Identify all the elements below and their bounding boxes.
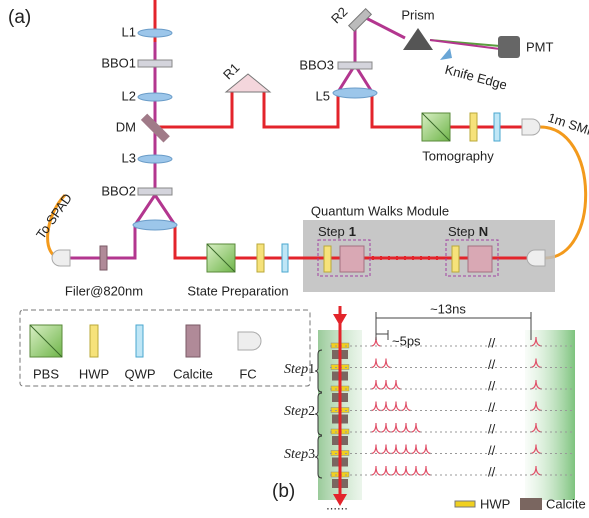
- decoration: //: [488, 400, 496, 415]
- figure: (a) L1 BBO1 L2 DM L3 BBO2 R1 R2 BBO3 L5 …: [0, 0, 589, 518]
- element-label: L3: [122, 150, 136, 165]
- step-label: Step2: [284, 404, 315, 419]
- element-label: Filer@820nm: [65, 283, 143, 298]
- legend-label: PBS: [33, 366, 59, 381]
- element-label: State Preparation: [187, 283, 288, 298]
- element-label: To SPAD: [33, 191, 75, 242]
- step-label: Step N: [448, 224, 488, 239]
- step-label: Step1: [284, 362, 315, 377]
- element-label: Knife Edge: [443, 62, 508, 93]
- element-label: Prism: [401, 7, 434, 22]
- decoration: //: [488, 443, 496, 458]
- step-number: N: [479, 224, 488, 239]
- continuation: ......: [326, 497, 348, 512]
- step-number: 1: [308, 362, 315, 377]
- step-word: Step: [448, 224, 475, 239]
- decoration: [371, 359, 391, 368]
- step-label: Step 1: [318, 224, 356, 239]
- decoration: [371, 380, 401, 389]
- period-label: ~13ns: [430, 301, 466, 316]
- legend-label: HWP: [480, 496, 510, 511]
- decoration: //: [488, 335, 496, 350]
- page: (a) L1 BBO1 L2 DM L3 BBO2 R1 R2 BBO3 L5 …: [0, 0, 589, 518]
- legend-label: Calcite: [173, 366, 213, 381]
- decoration: //: [488, 464, 496, 479]
- step-word: Step: [284, 362, 308, 377]
- step-number: 1: [349, 224, 356, 239]
- element-label: L5: [316, 88, 330, 103]
- step-word: Step: [318, 224, 345, 239]
- decoration: [371, 445, 431, 454]
- step-number: 2: [308, 404, 315, 419]
- element-label: L1: [122, 24, 136, 39]
- step-word: Step: [284, 447, 308, 462]
- legend-label: FC: [239, 366, 256, 381]
- element-label: Tomography: [422, 148, 494, 163]
- delay-label: ~5ps: [392, 333, 421, 348]
- legend: PBS HWP QWP Calcite FC: [20, 310, 310, 386]
- decoration: [371, 402, 411, 411]
- element-label: BBO1: [101, 55, 136, 70]
- element-label: L2: [122, 88, 136, 103]
- element-label: R2: [328, 4, 350, 26]
- decoration: [371, 466, 431, 475]
- decoration: //: [488, 421, 496, 436]
- legend-label: Calcite: [546, 496, 586, 511]
- element-label: 1m SMF: [546, 110, 589, 139]
- decoration: //: [488, 357, 496, 372]
- panel-label: (b): [272, 481, 295, 502]
- element-label: DM: [116, 119, 136, 134]
- panel-b: ////////////// ~13ns ~5ps Step1 Step2 St…: [272, 301, 586, 512]
- step-word: Step: [284, 404, 308, 419]
- module-title: Quantum Walks Module: [311, 203, 449, 218]
- element-label: R1: [220, 60, 242, 82]
- step-label: Step3: [284, 447, 315, 462]
- legend-label: HWP: [79, 366, 109, 381]
- element-label: BBO2: [101, 183, 136, 198]
- element-label: BBO3: [299, 57, 334, 72]
- legend-label: QWP: [124, 366, 155, 381]
- element-label: PMT: [526, 39, 554, 54]
- step-number: 3: [308, 447, 315, 462]
- decoration: //: [488, 378, 496, 393]
- panel-label: (a): [8, 7, 31, 28]
- decoration: [371, 423, 421, 432]
